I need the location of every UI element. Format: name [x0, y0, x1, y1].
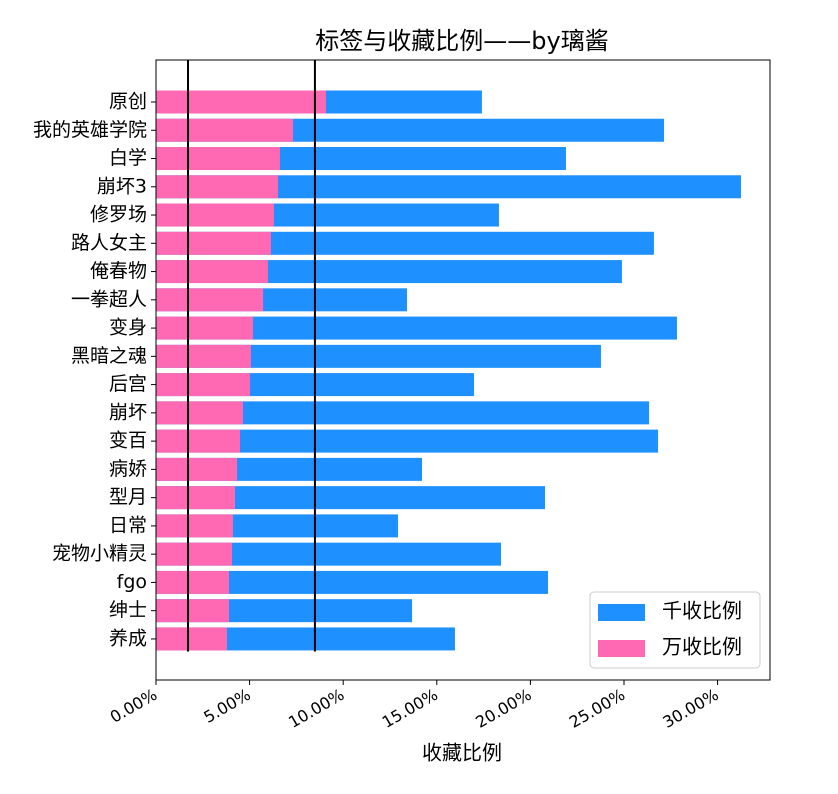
- x-axis-label: 收藏比例: [422, 741, 502, 765]
- bar: [156, 344, 601, 368]
- x-tick-label: 15.00%: [379, 685, 441, 732]
- bar: [156, 147, 280, 171]
- bar: [156, 231, 654, 255]
- bar: [156, 570, 548, 594]
- bar: [156, 486, 235, 510]
- y-tick-label: 修罗场: [90, 204, 147, 226]
- bar: [156, 429, 659, 453]
- chart-title: 标签与收藏比例——by璃酱: [315, 27, 608, 55]
- y-tick-label: 变身: [109, 317, 147, 339]
- legend-swatch: [598, 640, 645, 657]
- y-tick-label: 崩坏: [109, 401, 147, 423]
- x-tick-label: 5.00%: [200, 685, 254, 727]
- bar: [156, 599, 230, 623]
- bar: [156, 288, 264, 312]
- legend-label: 千收比例: [662, 599, 742, 623]
- x-tick-label: 0.00%: [107, 685, 161, 727]
- bar: [156, 457, 238, 481]
- y-tick-label: 养成: [109, 627, 147, 649]
- y-tick-label: 后宫: [109, 373, 147, 395]
- bar: [156, 401, 244, 425]
- y-tick-label: 型月: [109, 486, 147, 508]
- x-tick-label: 10.00%: [285, 685, 347, 732]
- y-tick-label: 日常: [109, 514, 147, 536]
- bar: [156, 316, 253, 340]
- y-tick-label: 绅士: [109, 599, 147, 621]
- y-tick-label: 黑暗之魂: [71, 345, 147, 367]
- bar: [156, 486, 545, 510]
- bar: [156, 118, 294, 142]
- bar: [156, 373, 250, 397]
- x-tick-label: 20.00%: [472, 685, 534, 732]
- x-tick-label: 25.00%: [566, 685, 628, 732]
- legend-label: 万收比例: [662, 635, 742, 659]
- y-tick-label: 我的英雄学院: [33, 119, 147, 141]
- x-tick-label: 30.00%: [659, 685, 721, 732]
- bar: [156, 203, 274, 227]
- bar: [156, 627, 455, 651]
- bar: [156, 542, 233, 566]
- y-tick-label: 路人女主: [71, 232, 147, 254]
- bar: [156, 627, 227, 651]
- bar: [156, 90, 326, 114]
- y-tick-label: 原创: [109, 91, 147, 113]
- bar: [156, 514, 233, 538]
- legend-swatch: [598, 604, 645, 621]
- bar: [156, 344, 251, 368]
- bar: [156, 175, 279, 199]
- y-tick-label: 俺春物: [90, 260, 147, 282]
- y-tick-label: 变百: [109, 430, 147, 452]
- bar: [156, 542, 502, 566]
- bar: [156, 429, 241, 453]
- y-tick-label: 白学: [109, 147, 147, 169]
- plot-frame: [155, 59, 771, 681]
- y-tick-label: 病娇: [109, 458, 147, 480]
- bar: [156, 401, 650, 425]
- bar: [156, 260, 268, 284]
- bar: [156, 260, 622, 284]
- bar: [156, 231, 271, 255]
- y-tick-label: fgo: [117, 571, 147, 593]
- bar: [156, 175, 741, 199]
- bar: [156, 316, 677, 340]
- bar: [156, 570, 230, 594]
- y-tick-label: 崩坏3: [97, 175, 147, 197]
- y-tick-label: 宠物小精灵: [52, 543, 147, 565]
- y-tick-label: 一拳超人: [71, 288, 147, 310]
